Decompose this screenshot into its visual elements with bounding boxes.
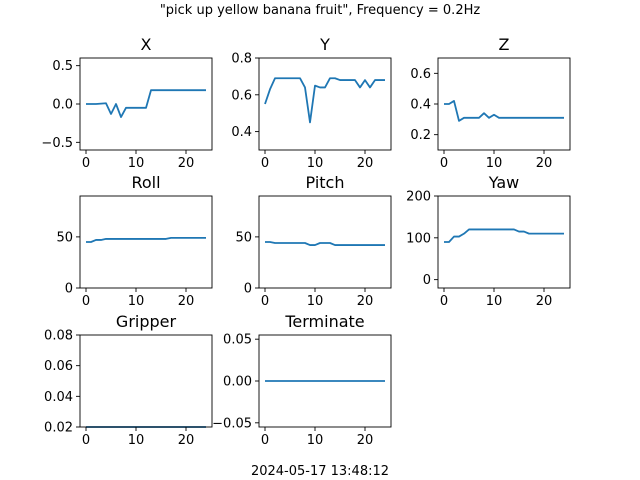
x-tick-label-pitch: 20 (357, 294, 374, 309)
x-tick-label-x: 20 (178, 156, 195, 171)
subplot-gripper: Gripper 0 10 20 0.02 0.04 0.06 0.08 (44, 312, 213, 448)
y-tick-label-z: 0.4 (410, 98, 431, 113)
subplot-roll: Roll 0 10 20 0 50 (56, 173, 213, 309)
y-tick-label-gripper: 0.02 (44, 421, 73, 436)
subplot-terminate: Terminate 0 10 20 −0.05 0.00 0.05 (212, 312, 392, 448)
x-tick-label-gripper: 10 (128, 433, 145, 448)
x-tick-label-y: 10 (307, 156, 324, 171)
series-line-y (264, 77, 385, 124)
axes-frame-yaw (437, 195, 571, 289)
subplot-title-roll: Roll (131, 173, 160, 192)
subplot-title-z: Z (499, 35, 510, 54)
subplot-title-terminate: Terminate (284, 312, 364, 331)
axes-frame-gripper (79, 334, 213, 428)
x-tick-label-pitch: 0 (261, 294, 269, 309)
subplot-title-x: X (141, 35, 152, 54)
y-tick-label-y: 0.4 (231, 125, 252, 140)
y-tick-label-z: 0.6 (410, 67, 431, 82)
y-tick-label-pitch: 0 (244, 282, 252, 297)
subplot-z: Z 0 10 20 0.2 0.4 0.6 (410, 35, 571, 171)
y-tick-label-x: 0.0 (52, 98, 73, 113)
x-tick-label-z: 0 (440, 156, 448, 171)
x-tick-label-gripper: 20 (178, 433, 195, 448)
subplot-title-y: Y (319, 35, 330, 54)
y-tick-label-x: 0.5 (52, 59, 73, 74)
y-tick-label-terminate: 0.00 (223, 375, 252, 390)
subplot-title-gripper: Gripper (116, 312, 177, 331)
axes-frame-z (437, 57, 571, 151)
subplot-y: Y 0 10 20 0.4 0.6 0.8 (231, 35, 392, 171)
y-tick-label-x: −0.5 (41, 136, 73, 151)
axes-frame-y (258, 57, 392, 151)
y-tick-label-yaw: 100 (406, 231, 431, 246)
x-tick-label-terminate: 20 (357, 433, 374, 448)
x-tick-label-yaw: 10 (486, 294, 503, 309)
y-tick-label-z: 0.2 (410, 128, 431, 143)
subplot-pitch: Pitch 0 10 20 0 50 (235, 173, 392, 309)
series-line-z (444, 100, 564, 122)
y-tick-label-terminate: −0.05 (212, 416, 252, 431)
x-tick-label-roll: 10 (128, 294, 145, 309)
figure-suptitle: "pick up yellow banana fruit", Frequency… (160, 3, 481, 18)
x-tick-label-y: 0 (261, 156, 269, 171)
x-tick-label-gripper: 0 (82, 433, 90, 448)
y-tick-label-yaw: 0 (423, 273, 431, 288)
x-tick-label-y: 20 (357, 156, 374, 171)
y-tick-label-y: 0.6 (231, 88, 252, 103)
x-tick-label-terminate: 0 (261, 433, 269, 448)
y-tick-label-pitch: 50 (235, 230, 252, 245)
series-line-x (86, 89, 206, 118)
y-tick-label-gripper: 0.04 (44, 390, 73, 405)
series-line-pitch (265, 241, 385, 246)
y-tick-label-yaw: 200 (406, 190, 431, 205)
x-tick-label-x: 0 (82, 156, 90, 171)
series-line-yaw (444, 228, 564, 243)
subplot-title-pitch: Pitch (306, 173, 345, 192)
y-tick-label-roll: 50 (56, 230, 73, 245)
axes-frame-roll (79, 195, 213, 289)
axes-frame-pitch (258, 195, 392, 289)
series-line-roll (86, 237, 206, 243)
subplot-x: X 0 10 20 −0.5 0.0 0.5 (41, 35, 213, 171)
x-tick-label-z: 20 (536, 156, 553, 171)
y-tick-label-roll: 0 (65, 282, 73, 297)
x-tick-label-x: 10 (128, 156, 145, 171)
x-tick-label-terminate: 10 (307, 433, 324, 448)
x-tick-label-roll: 0 (82, 294, 90, 309)
x-tick-label-yaw: 20 (536, 294, 553, 309)
x-tick-label-z: 10 (486, 156, 503, 171)
y-tick-label-y: 0.8 (231, 52, 252, 67)
y-tick-label-terminate: 0.05 (223, 333, 252, 348)
x-tick-label-roll: 20 (178, 294, 195, 309)
x-tick-label-pitch: 10 (307, 294, 324, 309)
x-tick-label-yaw: 0 (440, 294, 448, 309)
y-tick-label-gripper: 0.08 (44, 329, 73, 344)
figure-footer-timestamp: 2024-05-17 13:48:12 (251, 464, 389, 479)
subplot-title-yaw: Yaw (488, 173, 519, 192)
y-tick-label-gripper: 0.06 (44, 359, 73, 374)
